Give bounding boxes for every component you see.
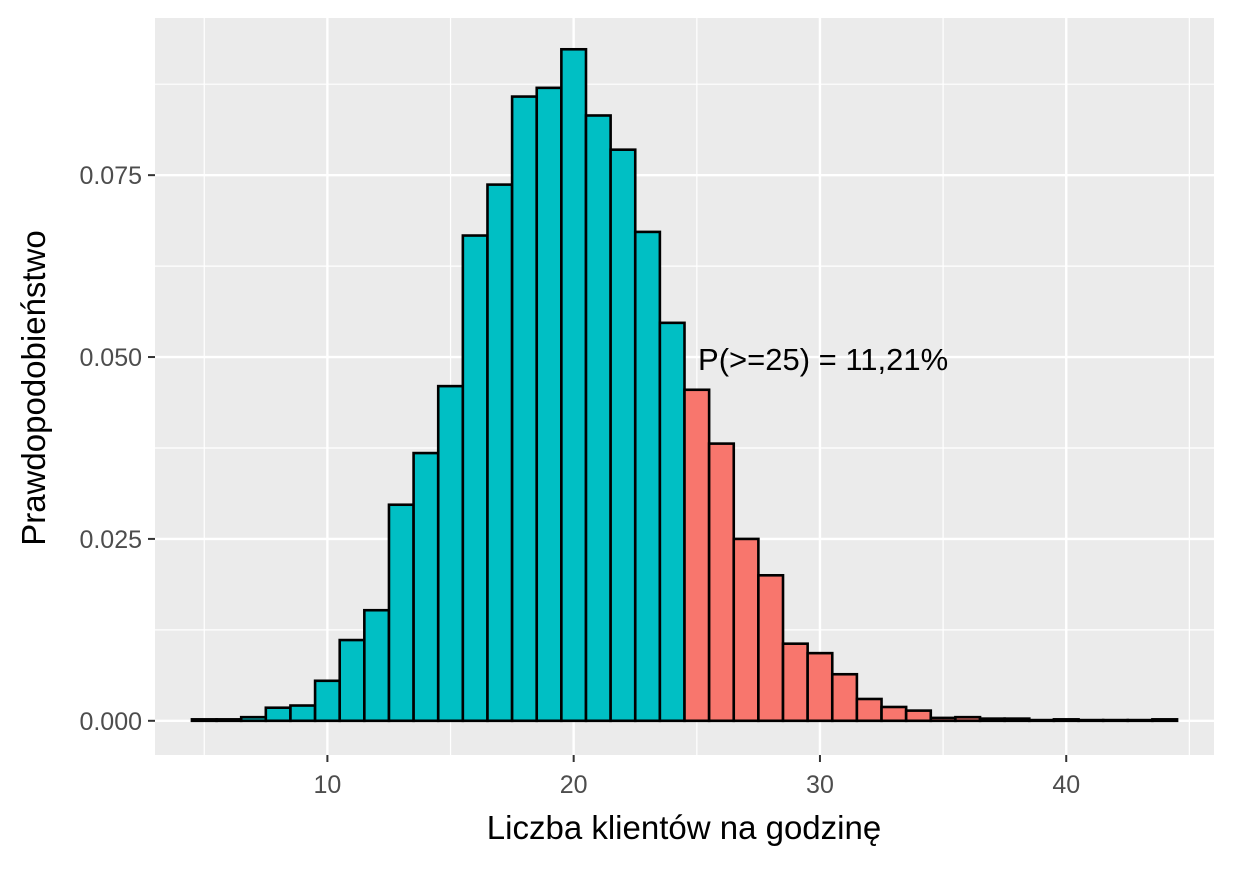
- histogram-bar: [264, 706, 292, 723]
- histogram-bar: [633, 230, 662, 723]
- histogram-bar: [313, 679, 342, 723]
- histogram-bar: [978, 717, 1006, 723]
- histogram-bar: [658, 321, 686, 723]
- histogram-bar: [954, 715, 982, 723]
- histogram-bar: [412, 451, 440, 723]
- histogram-bar: [781, 642, 809, 723]
- histogram-bar: [1151, 718, 1179, 723]
- x-tick-label: 20: [560, 771, 588, 799]
- probability-annotation: P(>=25) = 11,21%: [698, 342, 948, 377]
- histogram-bar: [683, 388, 711, 723]
- histogram-bar: [880, 705, 908, 723]
- y-tick-label: 0.050: [79, 344, 142, 372]
- histogram-bar: [707, 442, 736, 723]
- y-tick-label: 0.025: [79, 526, 142, 554]
- histogram-bar: [1077, 718, 1105, 723]
- bars: [190, 47, 1179, 723]
- histogram-bar: [732, 537, 760, 723]
- y-tick-label: 0.075: [79, 162, 142, 190]
- histogram-bar: [1052, 718, 1080, 723]
- histogram-bar: [1101, 718, 1130, 723]
- histogram-bar: [215, 718, 243, 723]
- x-axis: 10 20 30 40: [313, 755, 1080, 799]
- histogram-bar: [929, 716, 957, 723]
- x-tick-label: 30: [806, 771, 834, 799]
- histogram-bar: [1027, 718, 1056, 723]
- x-tick-label: 40: [1052, 771, 1080, 799]
- histogram-bar: [1003, 717, 1031, 723]
- histogram-bar: [830, 672, 859, 723]
- y-axis: 0.000 0.025 0.050 0.075: [79, 162, 155, 736]
- histogram-bar: [190, 718, 218, 723]
- x-tick-label: 10: [313, 771, 341, 799]
- histogram-bar: [609, 148, 637, 723]
- histogram-bar: [855, 697, 883, 723]
- histogram-bar: [387, 503, 415, 723]
- histogram-bar: [486, 183, 514, 723]
- histogram-bar: [757, 573, 785, 723]
- histogram-bar: [436, 384, 465, 723]
- histogram-bar: [560, 47, 588, 723]
- y-tick-label: 0.000: [79, 708, 142, 736]
- histogram-bar: [289, 704, 317, 723]
- histogram-bar: [1126, 718, 1154, 723]
- histogram-bar: [904, 709, 933, 723]
- histogram-bar: [806, 651, 834, 723]
- histogram-bar: [584, 114, 612, 723]
- histogram-bar: [535, 86, 563, 723]
- histogram-bar: [239, 715, 268, 723]
- x-axis-label: Liczba klientów na godzinę: [487, 809, 881, 846]
- histogram-bar: [338, 638, 366, 723]
- histogram-bar: [510, 95, 539, 723]
- histogram-bar: [461, 234, 489, 723]
- histogram-bar: [363, 608, 391, 723]
- y-axis-label: Prawdopodobieństwo: [15, 230, 52, 546]
